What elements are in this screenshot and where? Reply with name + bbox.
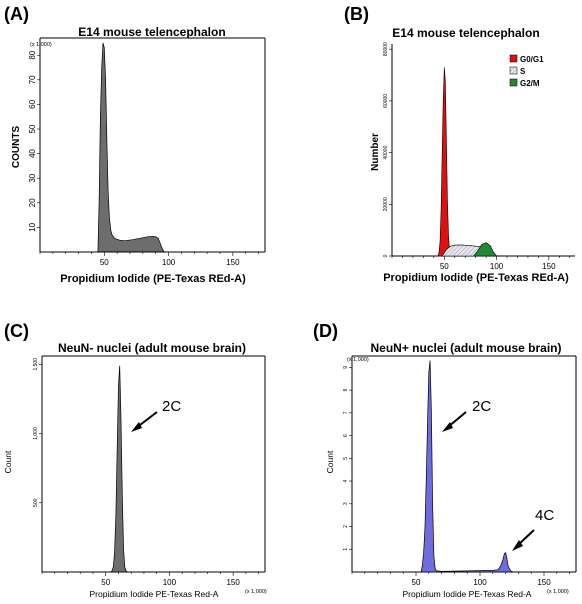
y-tick-label-b: 20000 bbox=[383, 197, 389, 211]
arrow-4c-d bbox=[517, 529, 535, 546]
y-tick-label-d: 1 bbox=[343, 548, 349, 551]
panel-d-x-unit: (x 1,000) bbox=[547, 589, 569, 595]
y-tick-label-d: 8 bbox=[343, 388, 349, 391]
y-tick-label-a: 50 bbox=[28, 124, 37, 133]
histogram-area-c bbox=[109, 365, 129, 573]
annotation-label-2c-c: 2C bbox=[162, 398, 181, 415]
histogram-area-a bbox=[97, 42, 166, 253]
arrowhead-2c-d bbox=[442, 422, 453, 432]
plot-area-d: 50 100 150 1 2 3 4 5 6 7 8 9 bbox=[343, 355, 577, 587]
y-tick-label-d: 9 bbox=[343, 366, 349, 369]
panel-a-y-unit: (x 1,000) bbox=[30, 42, 52, 48]
legend-b: G0/G1 S G2/M bbox=[509, 54, 544, 88]
panel-c-xlabel: Propidium Iodide PE-Texas Red-A bbox=[90, 589, 219, 599]
panel-d-xlabel: Propidium Iodide PE-Texas Red-A bbox=[403, 589, 532, 599]
plot-area-c: 50 100 150 500 1,000 1,500 bbox=[33, 355, 266, 587]
x-tick-label-d: 150 bbox=[537, 578, 551, 587]
annotation-label-2c-d: 2C bbox=[472, 398, 491, 415]
x-tick-label-a: 150 bbox=[226, 258, 240, 267]
panel-letter-c: (C) bbox=[4, 321, 29, 341]
legend-label-s: S bbox=[520, 67, 526, 76]
y-tick-label-d: 3 bbox=[343, 502, 349, 505]
x-tick-label-b: 100 bbox=[490, 262, 504, 271]
panel-letter-d: (D) bbox=[313, 321, 338, 341]
panel-c-x-unit: (x 1,000) bbox=[245, 589, 267, 595]
panel-d: (D) NeuN+ nuclei (adult mouse brain) (x … bbox=[313, 321, 577, 599]
y-tick-label-a: 40 bbox=[28, 149, 37, 158]
y-tick-label-c: 1,500 bbox=[33, 358, 39, 371]
x-tick-label-b: 150 bbox=[542, 262, 556, 271]
legend-swatch-g2m bbox=[509, 78, 518, 87]
histogram-area-d bbox=[420, 360, 514, 573]
arrowhead-2c-c bbox=[131, 422, 142, 432]
y-tick-label-d: 7 bbox=[343, 411, 349, 414]
y-tick-label-b: 0 bbox=[383, 254, 389, 257]
legend-swatch-g0g1 bbox=[509, 54, 518, 63]
legend-label-g0g1: G0/G1 bbox=[520, 55, 544, 64]
panel-a-ylabel: COUNTS bbox=[11, 126, 22, 169]
y-tick-label-b: 80000 bbox=[383, 42, 389, 56]
x-tick-label-c: 150 bbox=[226, 578, 240, 587]
plot-area-b: 50 100 150 0 20000 40000 60000 80000 bbox=[383, 42, 575, 271]
panel-b-ylabel: Number bbox=[370, 133, 381, 171]
y-tick-label-c: 500 bbox=[33, 498, 39, 507]
panel-a: (A) E14 mouse telencephalon (x 1,000) CO… bbox=[4, 4, 266, 285]
y-tick-label-a: 10 bbox=[28, 222, 37, 231]
annotation-label-4c-d: 4C bbox=[535, 507, 554, 524]
panel-a-xlabel: Propidium Iodide (PE-Texas REd-A) bbox=[60, 273, 246, 285]
y-tick-label-a: 20 bbox=[28, 198, 37, 207]
y-tick-label-a: 30 bbox=[28, 173, 37, 182]
annotation-2c-c: 2C bbox=[131, 398, 181, 432]
y-tick-label-d: 6 bbox=[343, 434, 349, 437]
arrowhead-4c-d bbox=[512, 540, 523, 551]
annotation-2c-d: 2C bbox=[442, 398, 491, 432]
panel-b: (B) E14 mouse telencephalon Number Propi… bbox=[344, 4, 575, 284]
y-tick-label-b: 60000 bbox=[383, 94, 389, 108]
series-area-g2m bbox=[472, 242, 498, 257]
panel-d-title: NeuN+ nuclei (adult mouse brain) bbox=[370, 341, 561, 355]
legend-label-g2m: G2/M bbox=[520, 79, 540, 88]
x-tick-label-d: 100 bbox=[473, 578, 487, 587]
y-tick-label-c: 1,000 bbox=[33, 427, 39, 440]
x-tick-label-d: 50 bbox=[412, 578, 421, 587]
panel-b-xlabel: Propidium Iodide (PE-Texas REd-A) bbox=[383, 272, 569, 284]
y-tick-label-a: 70 bbox=[28, 75, 37, 84]
panel-c-ylabel: Count bbox=[3, 450, 13, 473]
panel-d-y-unit: (x 1,000) bbox=[347, 357, 369, 363]
panel-b-title: E14 mouse telencephalon bbox=[392, 26, 539, 40]
legend-swatch-s bbox=[509, 66, 518, 75]
y-tick-label-a: 80 bbox=[28, 50, 37, 59]
y-tick-label-b: 40000 bbox=[383, 145, 389, 159]
y-tick-label-d: 5 bbox=[343, 457, 349, 460]
series-area-g0g1 bbox=[437, 67, 453, 257]
panel-d-ylabel: Count bbox=[325, 450, 335, 473]
panel-c: (C) NeuN- nuclei (adult mouse brain) Cou… bbox=[3, 321, 267, 599]
y-tick-label-d: 2 bbox=[343, 525, 349, 528]
plot-area-a: 50 100 150 10 20 30 40 50 60 70 80 bbox=[28, 37, 266, 267]
y-tick-label-d: 4 bbox=[343, 479, 349, 482]
panel-a-title: E14 mouse telencephalon bbox=[78, 25, 225, 39]
panel-letter-a: (A) bbox=[4, 4, 29, 24]
x-tick-label-c: 50 bbox=[101, 578, 110, 587]
panel-letter-b: (B) bbox=[344, 4, 369, 24]
x-tick-label-c: 100 bbox=[163, 578, 177, 587]
x-tick-label-a: 100 bbox=[162, 258, 176, 267]
y-tick-label-a: 60 bbox=[28, 99, 37, 108]
annotation-4c-d: 4C bbox=[512, 507, 554, 551]
panel-c-title: NeuN- nuclei (adult mouse brain) bbox=[58, 341, 246, 355]
x-tick-label-b: 50 bbox=[440, 262, 449, 271]
x-tick-label-a: 50 bbox=[100, 258, 109, 267]
